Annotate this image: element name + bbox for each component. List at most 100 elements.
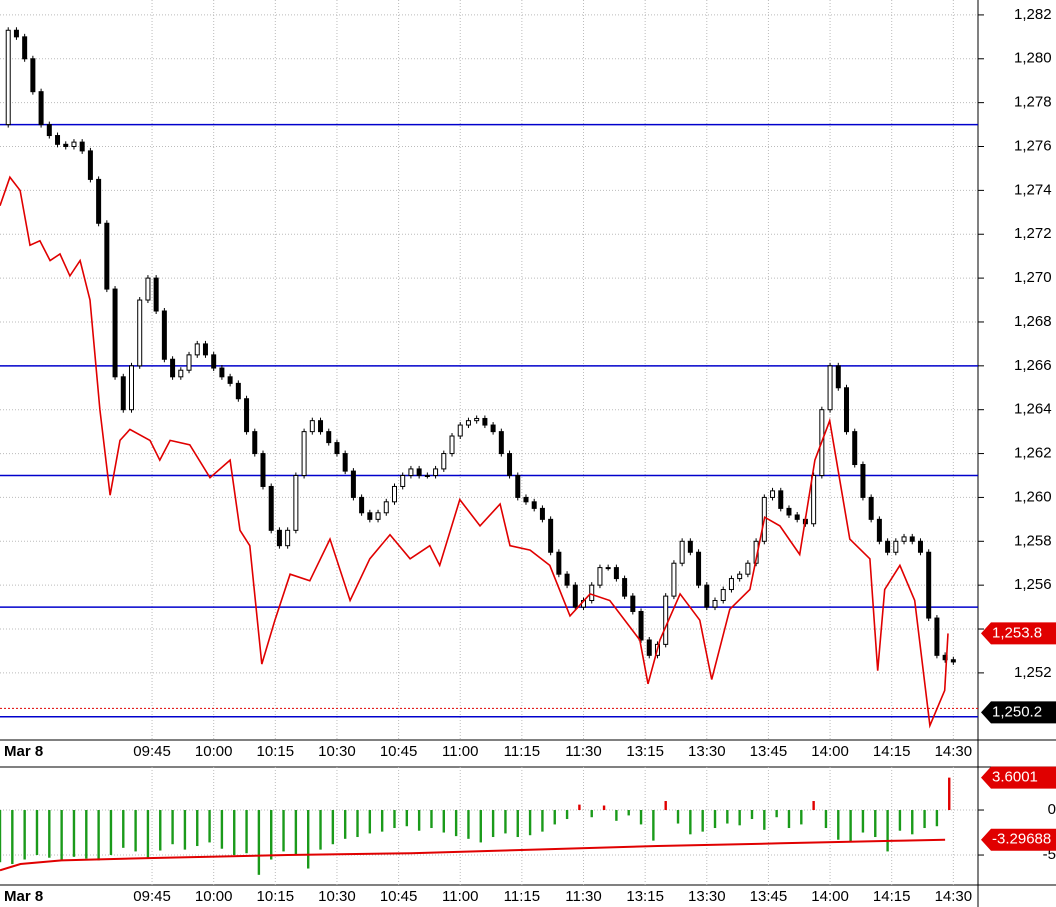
candle-body xyxy=(219,367,225,378)
histogram-bar xyxy=(368,810,372,834)
candle-body xyxy=(391,485,397,503)
histogram-bar xyxy=(504,810,507,834)
candle-body xyxy=(367,512,373,520)
candle-body xyxy=(605,567,611,570)
candle-body xyxy=(696,551,702,586)
x-tick-label: 13:45 xyxy=(750,743,788,760)
histogram-bar xyxy=(109,810,113,856)
candle-body xyxy=(186,354,192,371)
histogram-bar xyxy=(306,810,310,869)
candle-body xyxy=(778,490,784,509)
price-tag xyxy=(981,828,1056,851)
histogram-bar xyxy=(159,810,162,851)
histogram-bar xyxy=(812,801,815,811)
histogram-bar xyxy=(565,810,569,820)
y-tick-label: 1,276 xyxy=(1014,137,1052,154)
x-tick-label: 10:45 xyxy=(380,888,418,905)
price-line xyxy=(0,175,949,729)
candle-body xyxy=(794,514,800,520)
histogram-bar xyxy=(849,810,852,842)
histogram-bar xyxy=(528,810,532,836)
histogram-bar xyxy=(60,810,63,860)
histogram-bar xyxy=(122,810,125,848)
date-label: Mar 8 xyxy=(4,743,43,760)
candle-body xyxy=(638,610,644,641)
histogram-bar xyxy=(935,810,939,827)
candle-body xyxy=(120,376,126,411)
candle-body xyxy=(646,639,652,656)
candle-body xyxy=(523,496,529,503)
x-tick-label: 11:15 xyxy=(504,743,540,760)
candle-body xyxy=(285,529,291,547)
candle-body xyxy=(71,141,77,148)
candle-body xyxy=(433,468,439,476)
histogram-bar xyxy=(726,810,729,824)
candle-body xyxy=(268,485,274,531)
histogram-bar xyxy=(196,810,199,847)
candle-body xyxy=(893,540,899,553)
histogram-bar xyxy=(233,810,236,856)
candle-body xyxy=(30,58,36,93)
histogram-bar xyxy=(183,810,187,850)
histogram-bar xyxy=(23,810,26,860)
histogram-bar xyxy=(837,810,840,840)
histogram-bar xyxy=(0,810,2,863)
candle-body xyxy=(564,573,570,586)
histogram-bar xyxy=(171,810,174,845)
candle-body xyxy=(827,365,833,411)
price-tag xyxy=(981,701,1056,724)
histogram-bar xyxy=(763,810,766,830)
candle-body xyxy=(137,299,143,367)
candle-body xyxy=(5,29,11,126)
candle-body xyxy=(194,343,200,356)
histogram-bar xyxy=(602,805,606,811)
candle-body xyxy=(622,578,628,597)
candle-body xyxy=(548,518,554,553)
histogram-bar xyxy=(72,810,76,857)
histogram-bar xyxy=(479,810,482,843)
candle-body xyxy=(153,277,159,312)
x-tick-label: 13:30 xyxy=(688,743,726,760)
histogram-bar xyxy=(775,810,778,818)
candle-body xyxy=(901,536,907,542)
candle-body xyxy=(844,387,850,433)
histogram-bar xyxy=(627,810,630,816)
histogram-bar xyxy=(48,810,51,858)
x-tick-label: 14:30 xyxy=(935,743,973,760)
histogram-bar xyxy=(898,810,902,831)
histogram-bar xyxy=(948,777,951,811)
histogram-bar xyxy=(713,810,717,829)
x-tick-label: 10:30 xyxy=(318,743,356,760)
candle-body xyxy=(227,376,233,384)
candle-body xyxy=(671,562,677,597)
histogram-bar xyxy=(578,804,581,811)
price-tag-label: 3.6001 xyxy=(992,769,1038,786)
histogram-bar xyxy=(874,810,877,838)
candle-body xyxy=(235,382,241,400)
candle-body xyxy=(178,369,184,378)
candle-body xyxy=(868,496,874,520)
candle-body xyxy=(687,540,693,553)
histogram-bar xyxy=(270,810,273,860)
candle-body xyxy=(408,468,414,476)
candle-body xyxy=(745,562,751,575)
x-tick-label: 10:15 xyxy=(257,743,295,760)
candle-body xyxy=(375,512,381,520)
x-tick-label: 13:15 xyxy=(626,888,664,905)
histogram-bar xyxy=(282,810,285,852)
y-tick-label: 1,272 xyxy=(1014,225,1052,242)
histogram-bar xyxy=(738,810,741,826)
histogram-bar xyxy=(467,810,470,839)
candle-body xyxy=(334,442,340,455)
candle-body xyxy=(326,431,332,444)
histogram-bar xyxy=(356,810,359,838)
x-tick-label: 13:15 xyxy=(626,743,664,760)
candle-body xyxy=(712,600,718,608)
x-tick-label: 11:30 xyxy=(565,743,601,760)
histogram-bar xyxy=(886,810,889,852)
date-label: Mar 8 xyxy=(4,888,43,905)
histogram-bar xyxy=(380,810,384,832)
candle-body xyxy=(63,143,69,148)
histogram-bar xyxy=(319,810,322,850)
candle-body xyxy=(630,595,636,612)
